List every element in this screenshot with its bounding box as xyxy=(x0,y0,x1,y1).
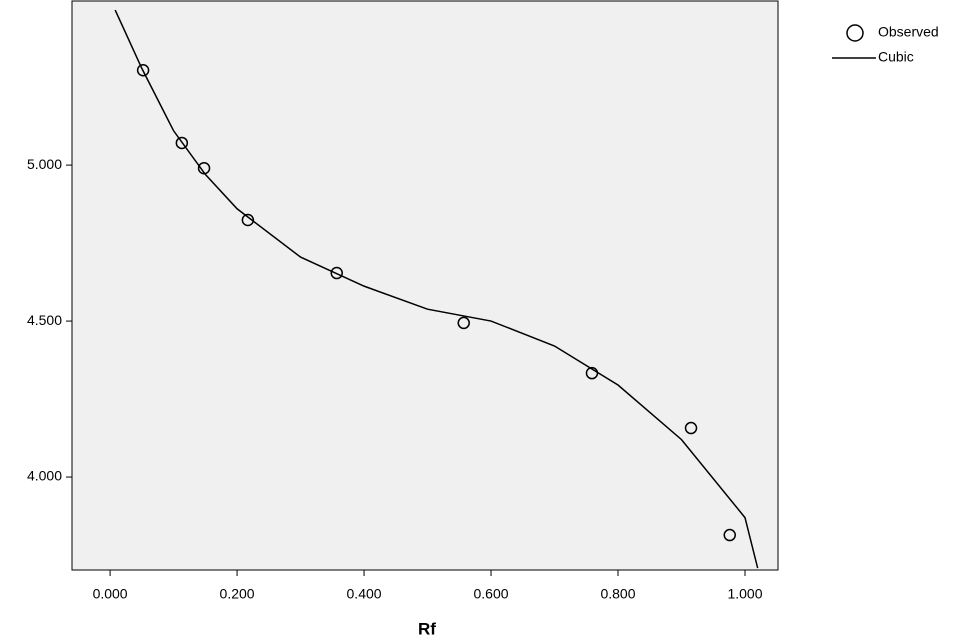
x-tick-label: 0.600 xyxy=(474,586,509,602)
legend-label: Cubic xyxy=(878,49,914,65)
legend-label: Observed xyxy=(878,24,939,40)
observed-point xyxy=(457,316,470,330)
observed-point xyxy=(330,266,343,280)
observed-point xyxy=(684,421,698,435)
legend-marker xyxy=(846,24,864,42)
x-tick-label: 0.000 xyxy=(93,586,128,602)
observed-point xyxy=(175,136,189,150)
observed-point xyxy=(241,213,255,227)
x-axis-title: Rf xyxy=(418,619,436,638)
x-tick-label: 1.000 xyxy=(727,586,762,602)
fit-line xyxy=(114,9,759,569)
y-tick-label: 4.000 xyxy=(27,468,62,484)
y-tick-label: 5.000 xyxy=(27,156,62,172)
y-tick-label: 4.500 xyxy=(27,312,62,328)
observed-point xyxy=(723,528,736,542)
x-tick-label: 0.800 xyxy=(600,586,635,602)
x-tick-label: 0.200 xyxy=(220,586,255,602)
plot-area xyxy=(71,0,779,571)
observed-point xyxy=(136,64,150,77)
x-tick-label: 0.400 xyxy=(347,586,382,602)
